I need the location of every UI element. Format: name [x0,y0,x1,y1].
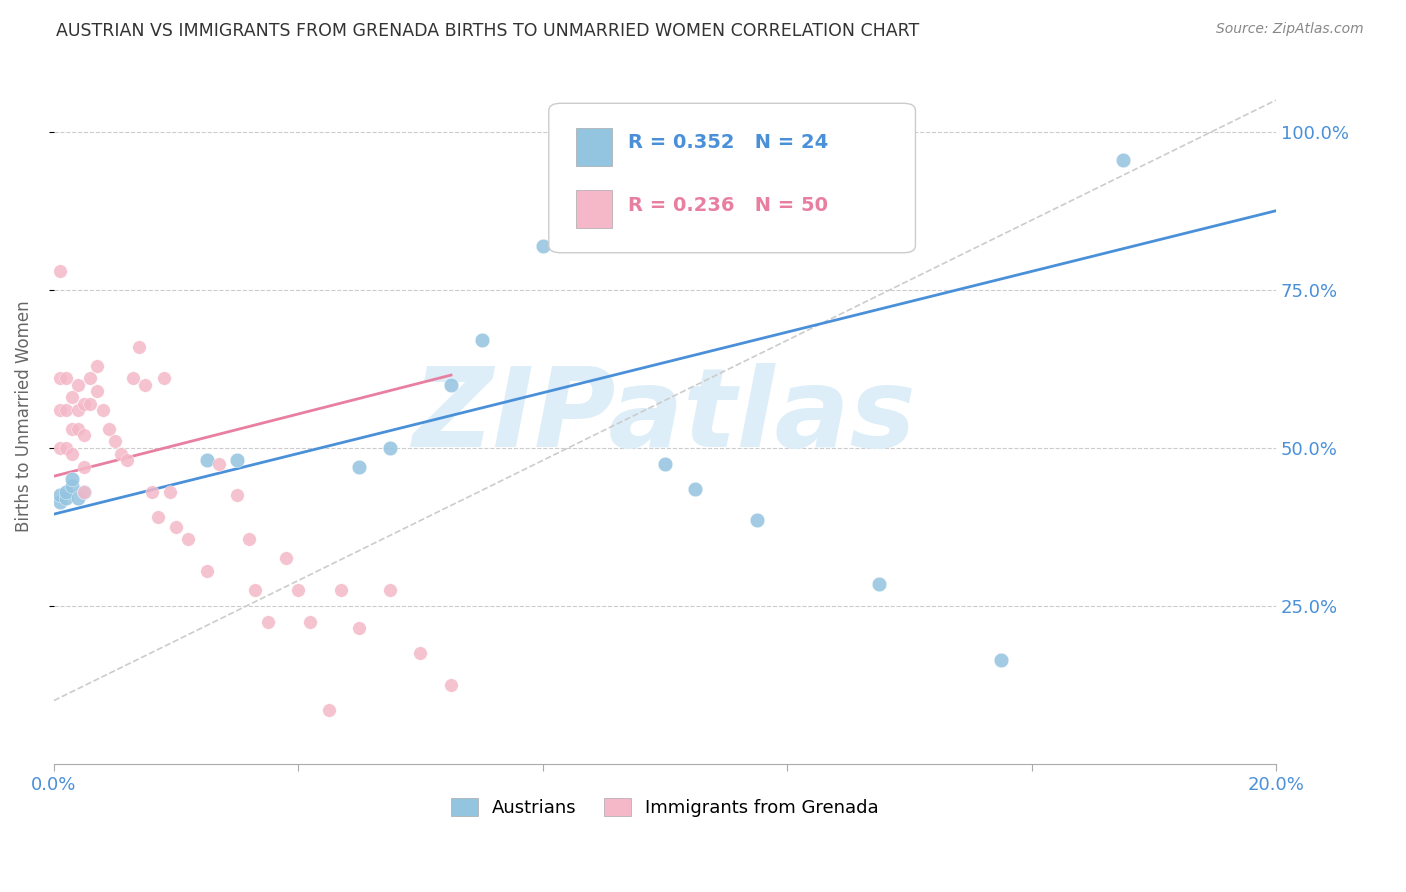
Point [440,678,463,692]
Point [67,377,90,392]
Point [79,396,101,410]
Point [91,402,114,417]
Point [349,459,371,474]
Legend: Austrians, Immigrants from Grenada: Austrians, Immigrants from Grenada [443,790,886,824]
Point [60,479,83,493]
Point [55,441,77,455]
Point [195,453,218,467]
Point [128,340,150,354]
Point [745,513,768,527]
Point [238,533,260,547]
Point [49,488,72,502]
Point [226,488,249,502]
Point [592,188,614,202]
Text: Source: ZipAtlas.com: Source: ZipAtlas.com [1216,22,1364,37]
Point [86,384,108,398]
FancyBboxPatch shape [548,103,915,252]
Point [104,434,127,449]
Y-axis label: Births to Unmarried Women: Births to Unmarried Women [15,301,32,532]
Point [49,402,72,417]
Point [245,582,267,597]
Point [55,491,77,506]
FancyBboxPatch shape [575,190,613,228]
Point [49,371,72,385]
Point [440,377,463,392]
Point [623,169,645,183]
Point [349,621,371,635]
Point [55,485,77,500]
Point [195,564,218,578]
Point [49,494,72,508]
Point [73,485,96,500]
Point [122,371,145,385]
Point [685,482,707,496]
Point [55,371,77,385]
Text: ZIPatlas: ZIPatlas [413,363,917,470]
Point [256,615,278,629]
Point [146,510,169,524]
Point [177,533,200,547]
Point [67,402,90,417]
Point [55,402,77,417]
Point [86,359,108,373]
Point [60,390,83,404]
Point [49,441,72,455]
Point [73,485,96,500]
Point [73,459,96,474]
Point [378,582,401,597]
Point [409,646,432,660]
Point [330,582,353,597]
Point [990,652,1012,666]
Point [378,441,401,455]
Point [1112,153,1135,168]
Point [274,551,297,566]
Point [165,520,187,534]
Point [134,377,156,392]
Point [562,207,585,221]
Point [208,457,231,471]
Point [73,428,96,442]
Point [60,447,83,461]
Point [531,238,554,252]
Point [115,453,138,467]
Point [110,447,132,461]
Point [141,485,163,500]
Point [299,615,322,629]
Point [471,334,494,348]
Point [67,422,90,436]
Point [654,457,676,471]
Point [318,703,340,717]
Text: R = 0.352   N = 24: R = 0.352 N = 24 [628,134,828,153]
Point [60,472,83,486]
Point [49,264,72,278]
Point [79,371,101,385]
Text: AUSTRIAN VS IMMIGRANTS FROM GRENADA BIRTHS TO UNMARRIED WOMEN CORRELATION CHART: AUSTRIAN VS IMMIGRANTS FROM GRENADA BIRT… [56,22,920,40]
Point [67,491,90,506]
Text: R = 0.236   N = 50: R = 0.236 N = 50 [628,196,828,215]
Point [97,422,120,436]
Point [60,422,83,436]
Point [226,453,249,467]
Point [153,371,176,385]
Point [868,576,890,591]
Point [73,396,96,410]
FancyBboxPatch shape [575,128,613,166]
Point [287,582,309,597]
Point [159,485,181,500]
